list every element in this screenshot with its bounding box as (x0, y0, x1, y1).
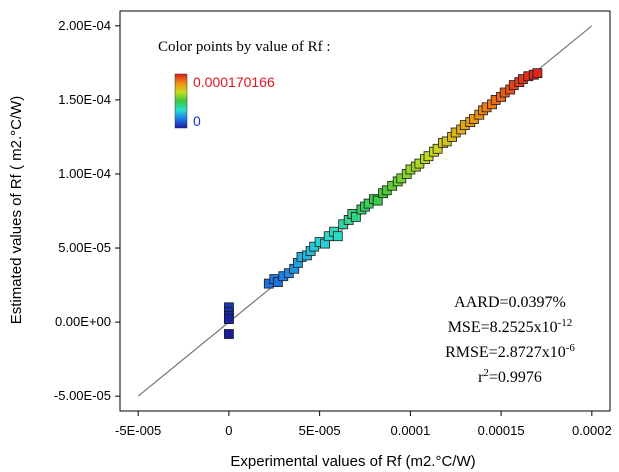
statistics-annotation: AARD=0.0397% MSE=8.2525x10-12 RMSE=2.872… (445, 294, 575, 386)
aard-text: AARD=0.0397% (454, 294, 566, 311)
r2-value: =0.9976 (489, 369, 542, 386)
x-tick-label: 0.00015 (478, 423, 525, 438)
y-axis: -5.00E-05 0.00E+00 5.00E-05 1.00E-04 1.50E-0… (54, 18, 120, 403)
data-point (223, 314, 234, 325)
x-tick-label: 0.0001 (390, 423, 430, 438)
data-point (223, 329, 234, 339)
rmse-exponent: -6 (566, 342, 576, 354)
y-tick-label: 2.00E-04 (58, 18, 111, 33)
y-tick-label: 1.50E-04 (58, 92, 111, 107)
x-tick-label: 0.0002 (572, 423, 612, 438)
y-axis-label: Estimated values of Rf ( m2.°C/W) (8, 96, 25, 325)
y-tick-label: 5.00E-05 (58, 240, 111, 255)
x-axis-label: Experimental values of Rf (m2.°C/W) (230, 453, 475, 470)
x-tick-label: -5E-005 (115, 423, 161, 438)
mse-text: MSE=8.2525x10-12 (448, 317, 573, 336)
r2-exponent: 2 (483, 367, 489, 379)
x-axis: -5E-005 0 5E-005 0.0001 0.00015 0.0002 (115, 411, 612, 438)
data-point (350, 211, 361, 222)
r2-base: r (478, 369, 484, 386)
mse-base: MSE=8.2525x10 (448, 319, 558, 336)
mse-exponent: -12 (558, 317, 573, 329)
x-tick-label: 5E-005 (299, 423, 341, 438)
color-bar (174, 73, 188, 129)
r2-text: r2=0.9976 (478, 367, 542, 386)
y-tick-label: 0.00E+00 (55, 314, 111, 329)
colorscale-title: Color points by value of Rf : (158, 39, 331, 55)
rmse-text: RMSE=2.8727x10-6 (445, 342, 575, 361)
y-tick-label: 1.00E-04 (58, 166, 111, 181)
y-tick-label: -5.00E-05 (54, 388, 111, 403)
data-point (332, 231, 343, 242)
colorscale-min-label: 0 (193, 113, 201, 129)
data-point (532, 68, 543, 79)
data-point (432, 143, 443, 154)
data-point (372, 195, 383, 206)
data-points (223, 68, 543, 339)
data-point (272, 277, 283, 288)
x-tick-label: 0 (225, 423, 232, 438)
colorscale-max-label: 0.000170166 (193, 74, 275, 90)
rmse-base: RMSE=2.8727x10 (445, 344, 566, 361)
